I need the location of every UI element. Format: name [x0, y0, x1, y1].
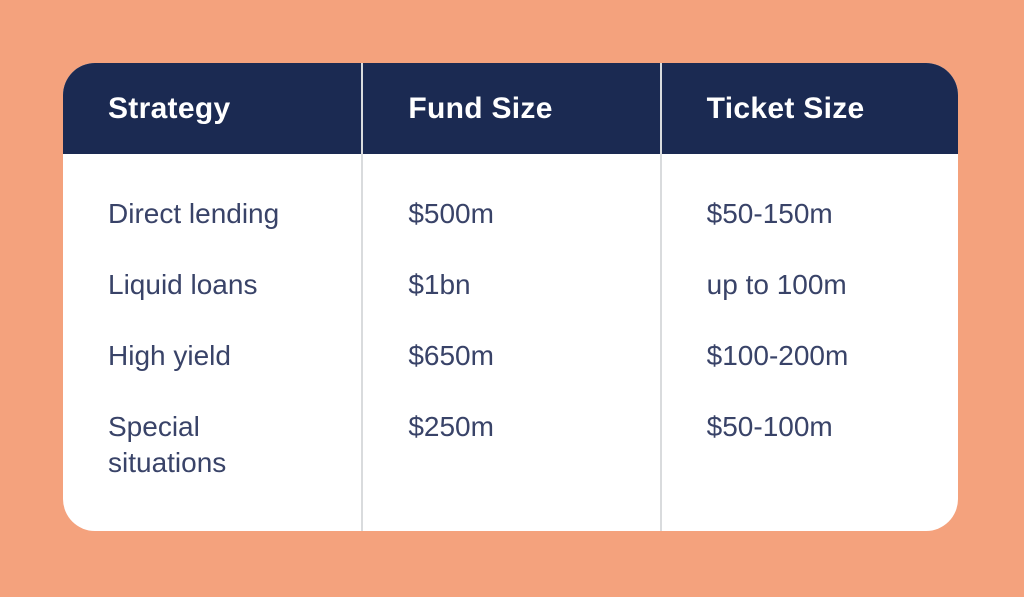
filler-cell	[361, 481, 659, 531]
strategy-table: Strategy Fund Size Ticket Size Direct le…	[63, 63, 958, 531]
cell-strategy: Liquid loans	[108, 269, 258, 300]
spacer-cell	[361, 154, 659, 196]
cell-strategy: Special situations	[108, 411, 227, 478]
cell-fund-size: $1bn	[361, 267, 659, 338]
cell-fund-size: $500m	[361, 196, 659, 267]
spacer-cell	[659, 154, 958, 196]
spacer-cell	[63, 154, 361, 196]
column-header-ticket-size: Ticket Size	[659, 63, 958, 154]
filler-cell	[63, 481, 361, 531]
cell-ticket-size: $50-150m	[659, 196, 958, 267]
cell-strategy: Direct lending	[108, 198, 280, 229]
cell-ticket-size: $50-100m	[659, 409, 958, 481]
column-header-fund-size: Fund Size	[361, 63, 660, 154]
column-header-strategy: Strategy	[63, 63, 362, 154]
cell-ticket-size: $100-200m	[659, 338, 958, 409]
cell-fund-size: $650m	[361, 338, 659, 409]
cell-strategy: High yield	[108, 340, 231, 371]
cell-ticket-size: up to 100m	[659, 267, 958, 338]
filler-cell	[659, 481, 958, 531]
cell-fund-size: $250m	[361, 409, 659, 481]
